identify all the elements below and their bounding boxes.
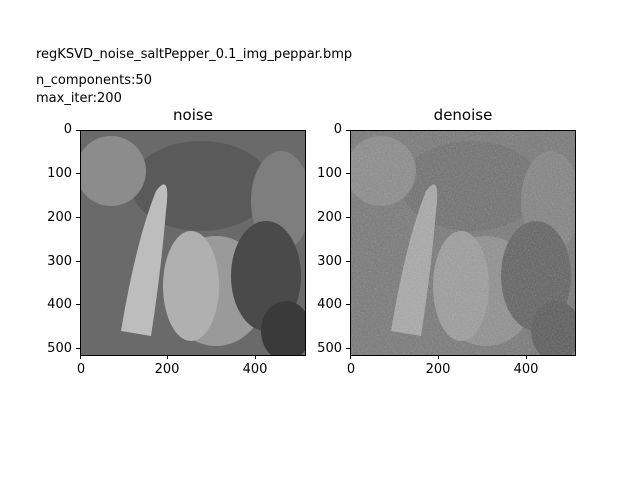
noise-ytick: 100: [47, 166, 72, 181]
denoise-ytick: 200: [317, 210, 342, 225]
denoise-xtick: 0: [346, 362, 356, 377]
denoise-xtick: 200: [425, 362, 451, 377]
denoise-ytick: 100: [317, 166, 342, 181]
noise-image: [80, 130, 306, 356]
noise-ytick: 200: [47, 210, 72, 225]
denoise-ytick: 300: [317, 254, 342, 269]
denoise-ytick: 400: [317, 297, 342, 312]
noise-panel-title: noise: [173, 106, 213, 124]
denoise-panel-title: denoise: [433, 106, 493, 124]
denoise-ytick: 0: [333, 122, 342, 137]
noise-ytick: 300: [47, 254, 72, 269]
noise-xtick: 400: [242, 362, 268, 377]
max-iter-label: max_iter:200: [36, 91, 122, 106]
noise-xtick: 0: [76, 362, 86, 377]
noise-ytick: 0: [63, 122, 72, 137]
denoise-ytick: 500: [317, 341, 342, 356]
noise-ytick: 500: [47, 341, 72, 356]
denoise-xtick: 400: [513, 362, 539, 377]
filename-label: regKSVD_noise_saltPepper_0.1_img_peppar.…: [36, 47, 353, 62]
noise-xtick: 200: [154, 362, 180, 377]
denoise-image: [350, 130, 576, 356]
n-components-label: n_components:50: [36, 73, 152, 88]
noise-ytick: 400: [47, 297, 72, 312]
